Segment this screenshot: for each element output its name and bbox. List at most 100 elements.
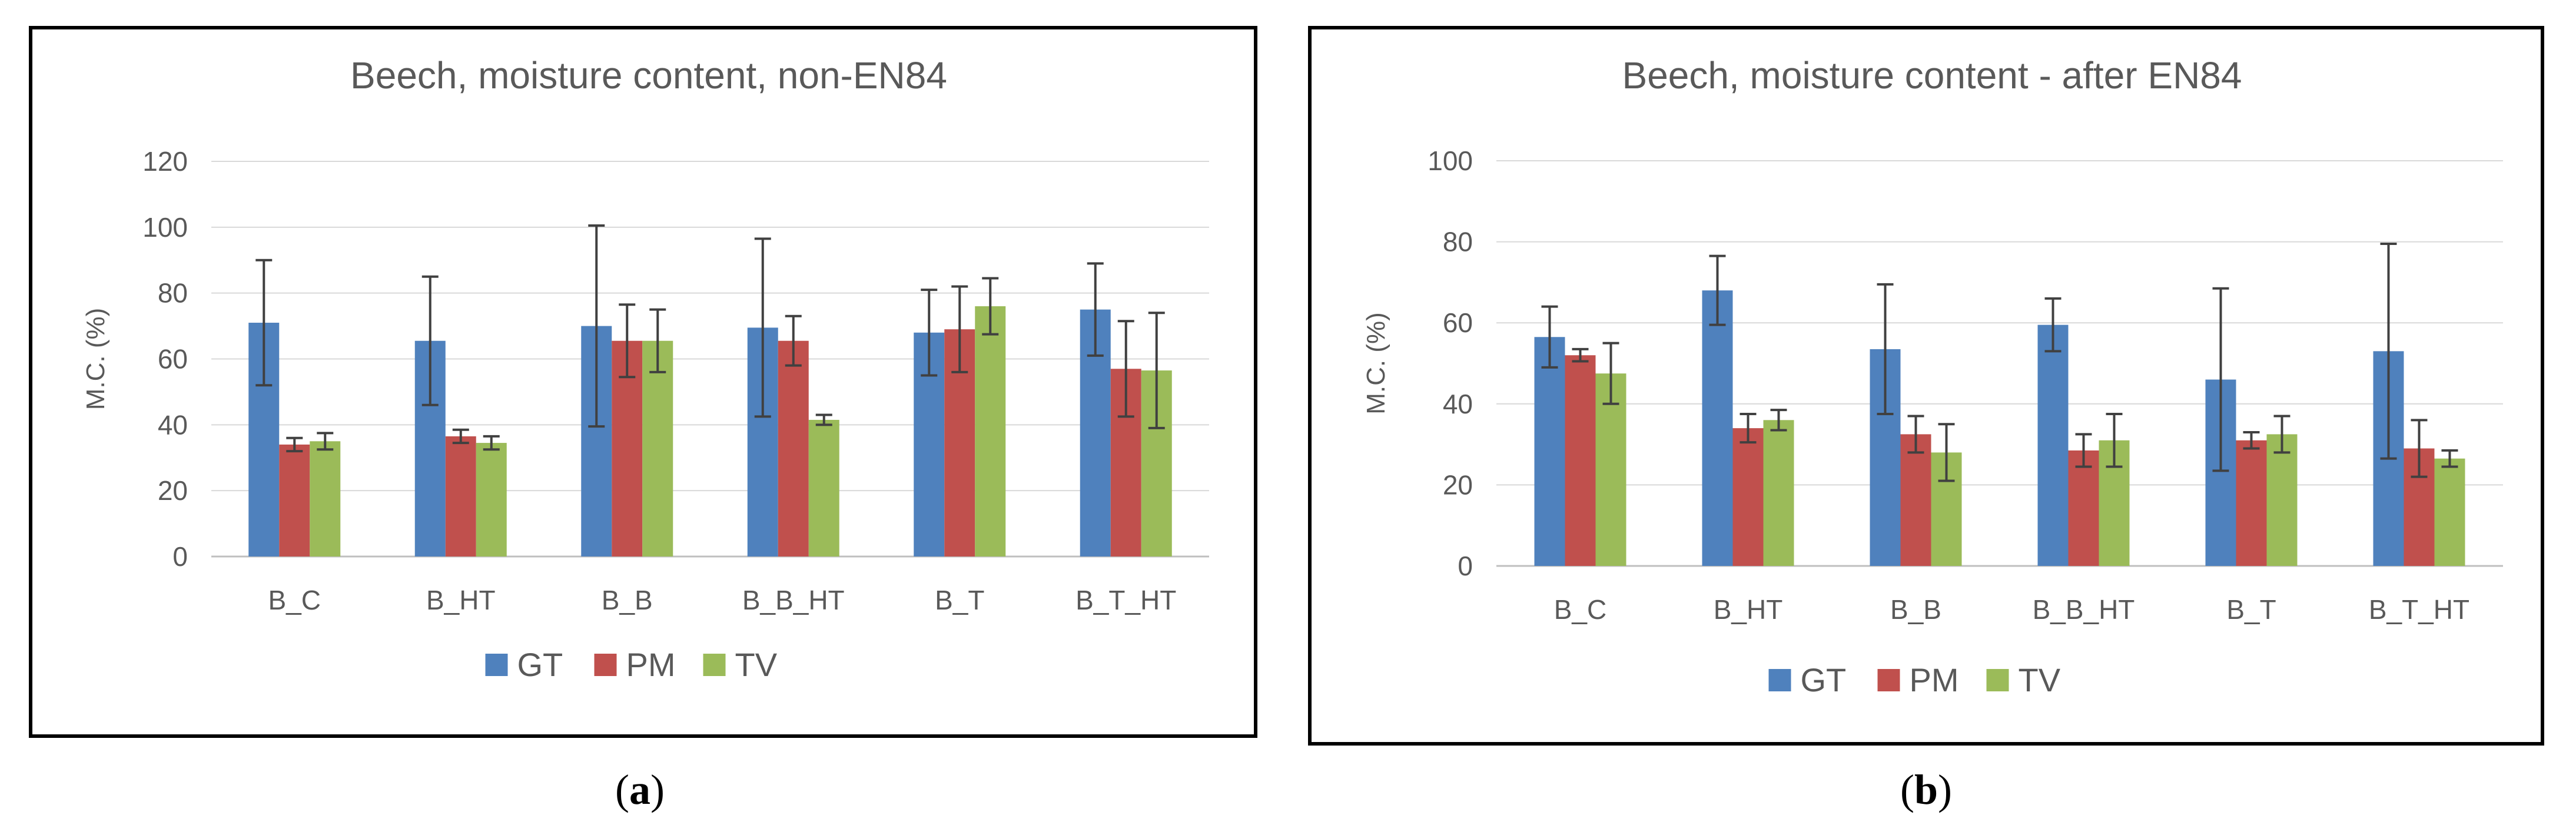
y-tick-label: 20 [158, 475, 188, 506]
error-bar-pm-b_b_ht [785, 314, 802, 367]
error-bar-pm-b_b [619, 303, 636, 379]
x-category-label: B_B_HT [742, 585, 845, 615]
error-bar-gt-b_b_ht [2044, 297, 2062, 353]
x-category-label: B_T [935, 585, 984, 615]
error-bar-tv-b_ht [483, 435, 500, 451]
caption-a-letter: a [629, 766, 650, 813]
bar-pm-b_b [1900, 434, 1931, 566]
bar-pm-b_b_ht [2068, 450, 2099, 566]
error-bar-pm-b_b_ht [2075, 433, 2092, 468]
y-tick-label: 60 [158, 344, 188, 375]
legend-label-tv: TV [2019, 661, 2061, 698]
error-bar-tv-b_t [2273, 415, 2290, 454]
error-bar-tv-b_b [649, 308, 666, 373]
legend-swatch-gt [485, 654, 508, 676]
error-bar-gt-b_ht [421, 275, 439, 406]
bar-tv-b_t [2266, 434, 2298, 566]
bar-gt-b_b_ht [2037, 324, 2069, 566]
error-bar-pm-b_t [2243, 430, 2260, 450]
legend-swatch-pm [1877, 669, 1900, 691]
error-bar-tv-b_ht [1770, 409, 1787, 432]
error-bar-pm-b_c [286, 436, 303, 453]
legend-label-tv: TV [735, 646, 778, 683]
error-bar-gt-b_t_ht [1087, 262, 1104, 357]
error-bar-gt-b_t_ht [2380, 243, 2397, 460]
legend-label-pm: PM [1910, 661, 1959, 698]
legend-label-gt: GT [1801, 661, 1847, 698]
bar-gt-b_c [1534, 337, 1565, 566]
error-bar-gt-b_c [255, 259, 273, 387]
bar-tv-b_t_ht [2434, 458, 2465, 566]
error-bar-tv-b_b [1938, 423, 1955, 482]
bar-pm-b_c [279, 444, 310, 557]
x-category-label: B_T_HT [1075, 585, 1176, 615]
x-category-label: B_C [1554, 594, 1606, 625]
bar-tv-b_ht [1763, 420, 1794, 566]
y-tick-label: 120 [142, 146, 188, 177]
bar-tv-b_t [975, 306, 1006, 557]
caption-b-letter: b [1914, 766, 1938, 813]
x-category-label: B_HT [426, 585, 496, 615]
error-bar-pm-b_ht [452, 428, 469, 445]
error-bar-pm-b_c [1572, 347, 1589, 363]
bar-pm-b_ht [1732, 428, 1764, 566]
error-bar-tv-b_c [317, 432, 334, 451]
y-tick-label: 100 [142, 212, 188, 243]
chart-title: Beech, moisture content - after EN84 [1622, 54, 2242, 97]
bar-pm-b_t [2236, 440, 2267, 566]
error-bar-tv-b_b_ht [815, 413, 832, 426]
y-tick-label: 80 [1443, 227, 1473, 257]
error-bar-tv-b_c [1602, 342, 1619, 405]
x-category-label: B_B [602, 585, 653, 615]
caption-b: (b) [1900, 766, 1952, 813]
legend-label-pm: PM [626, 646, 676, 683]
x-category-label: B_HT [1714, 594, 1783, 625]
error-bar-pm-b_ht [1740, 413, 1757, 444]
error-bar-gt-b_b [1877, 283, 1894, 415]
caption-a: (a) [615, 766, 665, 813]
legend-label-gt: GT [517, 646, 563, 683]
y-axis-label: M.C. (%) [1362, 312, 1390, 415]
bar-pm-b_ht [445, 436, 476, 557]
error-bar-pm-b_t [951, 285, 968, 373]
error-bar-pm-b_t_ht [1117, 320, 1134, 418]
y-tick-label: 20 [1443, 469, 1473, 500]
error-bar-tv-b_t [982, 277, 999, 336]
error-bar-gt-b_t [921, 289, 938, 377]
bar-tv-b_b_ht [808, 419, 839, 557]
y-axis-label: M.C. (%) [81, 308, 110, 410]
bar-gt-b_ht [1702, 290, 1733, 566]
y-tick-label: 100 [1428, 145, 1473, 176]
bar-tv-b_c [1595, 373, 1626, 566]
legend-swatch-gt [1768, 669, 1791, 691]
error-bar-gt-b_c [1541, 305, 1558, 369]
error-bar-tv-b_b_ht [2106, 413, 2123, 468]
y-tick-label: 80 [158, 278, 188, 309]
error-bar-tv-b_t_ht [2441, 449, 2458, 468]
bar-tv-b_ht [476, 443, 507, 557]
y-tick-label: 0 [172, 541, 188, 572]
x-category-label: B_B_HT [2033, 594, 2135, 625]
bar-tv-b_b [642, 340, 673, 557]
chart-b-svg: Beech, moisture content - after EN84 0 20 4… [1362, 54, 2503, 698]
chart-title: Beech, moisture content, non-EN84 [350, 54, 947, 97]
x-category-label: B_B [1890, 594, 1941, 625]
bar-pm-b_c [1565, 355, 1596, 566]
error-bar-gt-b_ht [1709, 254, 1726, 326]
chart-panel-a: Beech, moisture content, non-EN84 0 20 40 60… [29, 26, 1257, 738]
x-category-label: B_C [268, 585, 321, 615]
x-category-label: B_T [2226, 594, 2276, 625]
bar-tv-b_c [310, 441, 341, 557]
error-bar-gt-b_b [588, 224, 605, 428]
chart-panel-b: Beech, moisture content - after EN84 0 20 4… [1308, 26, 2544, 746]
error-bar-pm-b_b [1907, 415, 1924, 454]
error-bar-tv-b_t_ht [1148, 312, 1165, 429]
y-tick-label: 60 [1443, 307, 1473, 338]
y-tick-label: 40 [1443, 389, 1473, 419]
y-tick-label: 40 [158, 409, 188, 440]
x-category-label: B_T_HT [2369, 594, 2469, 625]
error-bar-pm-b_t_ht [2411, 419, 2428, 478]
error-bar-gt-b_b_ht [754, 237, 771, 418]
legend-swatch-pm [594, 654, 617, 676]
chart-a-svg: Beech, moisture content, non-EN84 0 20 40 60… [81, 54, 1209, 683]
